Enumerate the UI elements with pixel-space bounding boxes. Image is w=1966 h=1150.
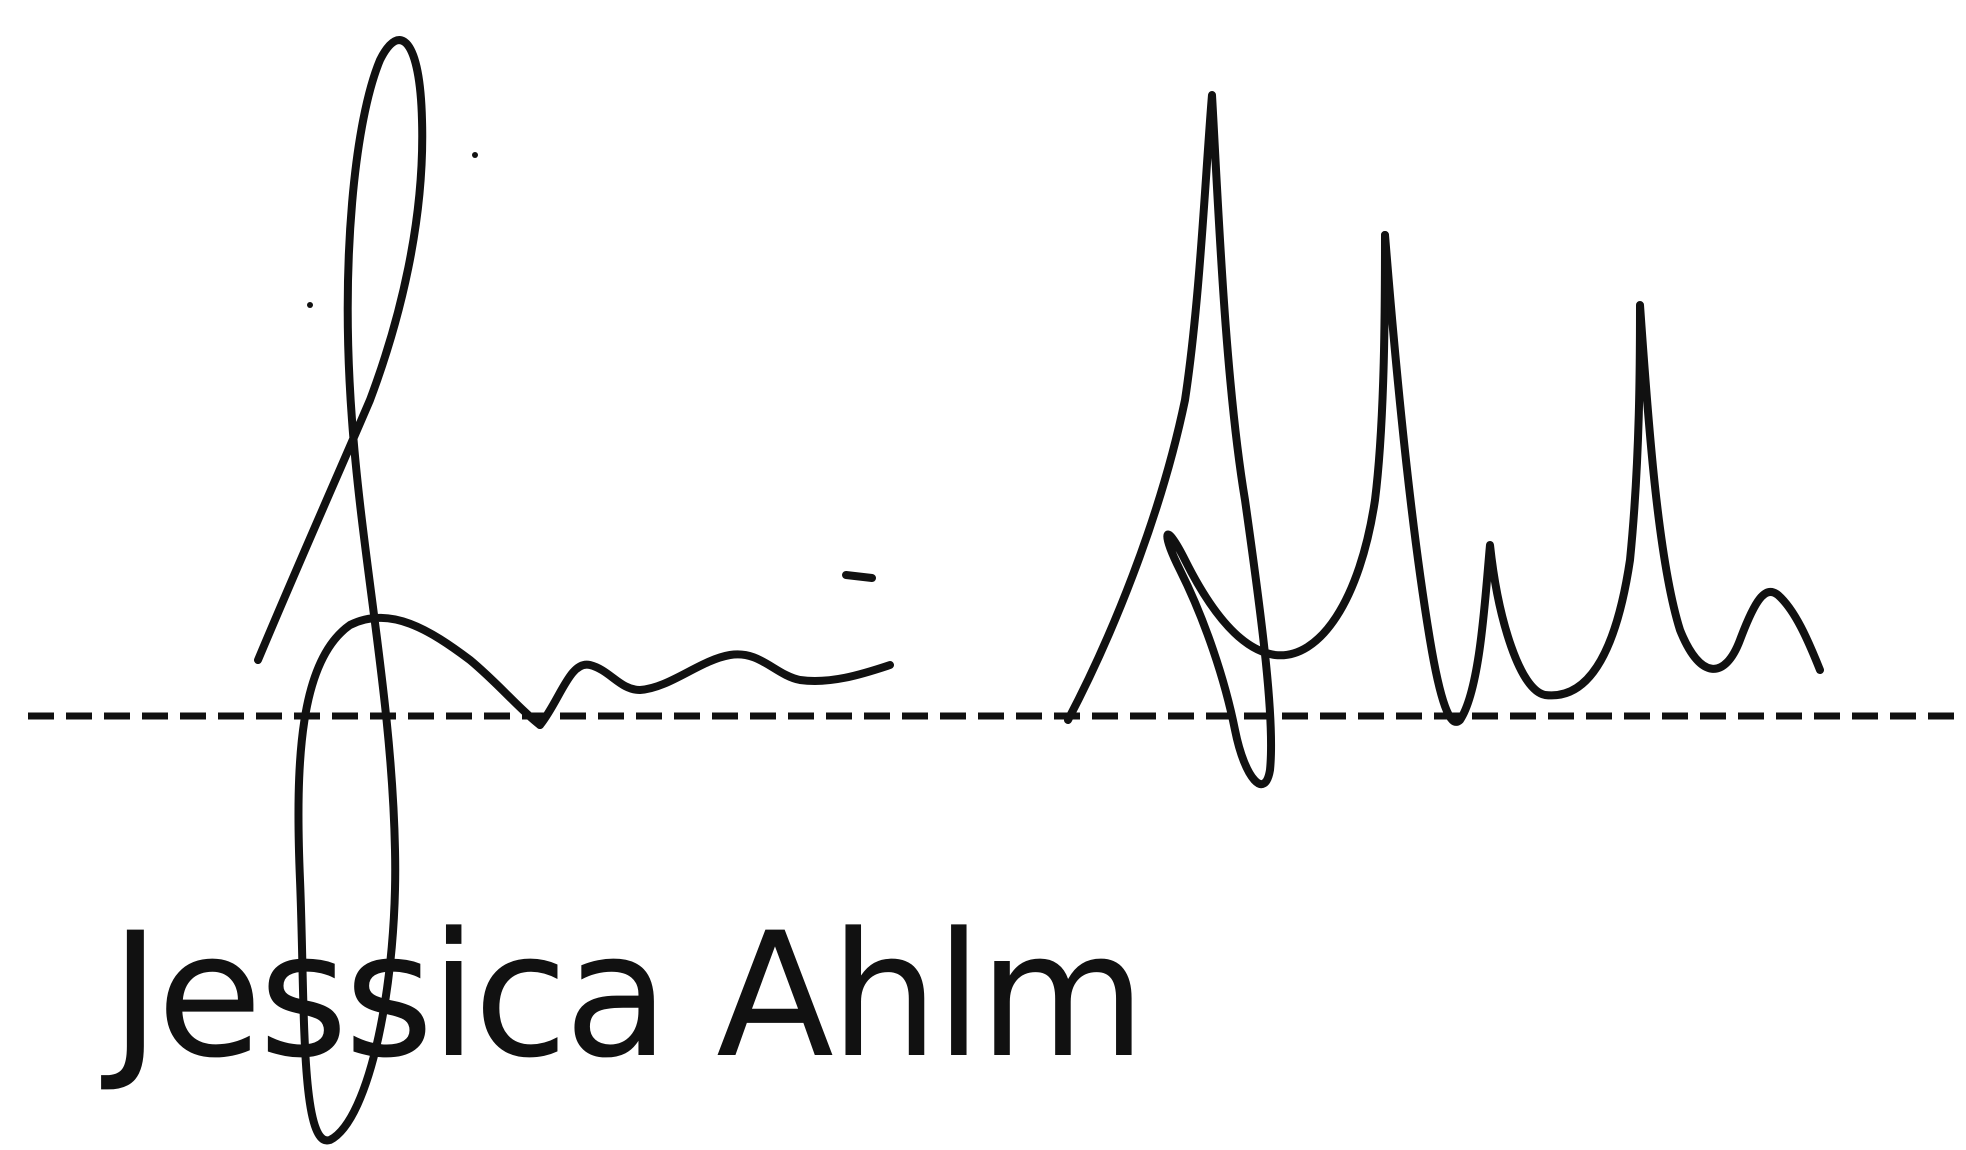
signature-stroke-first-wave — [536, 650, 894, 729]
signature-dot-left — [307, 302, 313, 308]
signer-name: Jessica Ahlm — [110, 895, 1146, 1096]
signature-stroke-first-initial — [254, 36, 544, 1145]
signature-dot-right — [842, 571, 876, 582]
signature-stroke-second-initial — [1064, 91, 1389, 788]
signature-dot-upper — [472, 152, 478, 158]
handwritten-signature — [254, 36, 1824, 1145]
signature-stroke-second-peaks — [1381, 231, 1824, 726]
